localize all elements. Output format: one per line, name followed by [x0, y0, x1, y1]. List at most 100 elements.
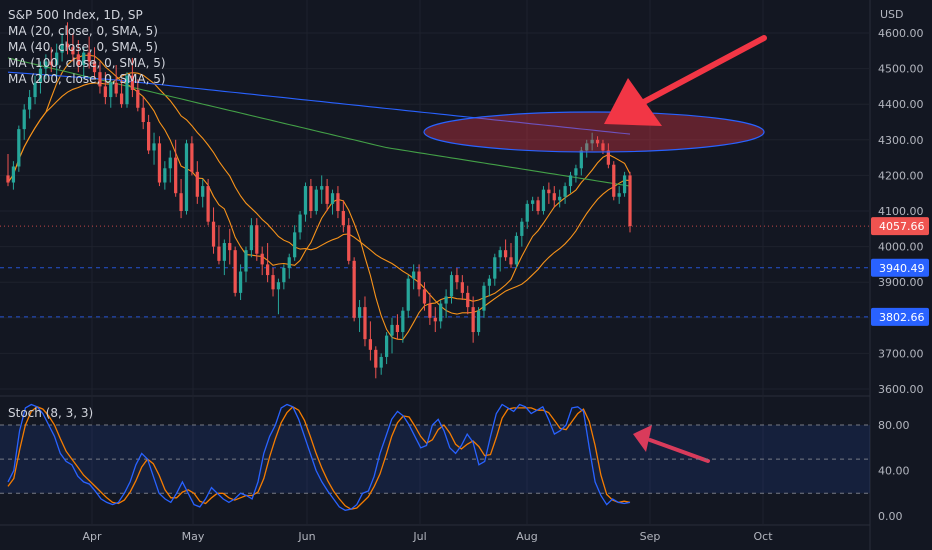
candle-body: [211, 221, 216, 247]
legend-stoch: Stoch (8, 3, 3): [8, 406, 94, 420]
price-tick-label: 4000.00: [878, 241, 924, 254]
candle-body: [265, 264, 270, 276]
candle-body: [179, 193, 183, 211]
candle-body: [206, 186, 210, 222]
annotations: [423, 35, 767, 463]
arrow-head: [604, 78, 662, 126]
candle-body: [563, 186, 567, 197]
candle-body: [617, 193, 621, 197]
candle-body: [33, 82, 37, 98]
candle-body: [612, 164, 616, 197]
candle-body: [379, 356, 383, 368]
candle-body: [347, 225, 351, 261]
candle-body: [114, 82, 118, 94]
candle-body: [628, 175, 632, 227]
candle-body: [222, 243, 226, 261]
candle-body: [92, 61, 97, 73]
candle-body: [255, 225, 259, 254]
candle-body: [390, 324, 394, 336]
candle-body: [55, 52, 59, 66]
candle-body: [417, 271, 421, 290]
candle-body: [525, 203, 529, 222]
time-tick-label: May: [182, 530, 205, 543]
legend-ma100: MA (100, close, 0, SMA, 5): [8, 56, 166, 70]
price-tick-label: 4100.00: [878, 205, 924, 218]
price-tick-label: 4200.00: [878, 169, 924, 182]
candle-body: [552, 193, 556, 201]
candle-body: [336, 193, 340, 211]
candle-body: [109, 82, 113, 98]
candle-body: [320, 186, 324, 190]
legend-ma20: MA (20, close, 0, SMA, 5): [8, 24, 158, 38]
candle-body: [260, 253, 264, 265]
candles: [6, 22, 632, 379]
candle-body: [152, 143, 156, 151]
candle-body: [395, 324, 400, 333]
candle-body: [136, 89, 140, 108]
candle-body: [514, 235, 519, 265]
time-tick-label: Aug: [516, 530, 537, 543]
candle-body: [201, 186, 205, 197]
candle-body: [520, 221, 524, 236]
stoch-tick-label: 40.00: [878, 465, 910, 478]
candle-body: [6, 175, 10, 183]
time-tick-label: Jul: [412, 530, 426, 543]
candle-body: [44, 61, 48, 69]
time-tick-label: Jun: [297, 530, 315, 543]
ma20-line: [7, 54, 631, 341]
candle-body: [601, 143, 605, 151]
candle-body: [444, 296, 448, 304]
candle-body: [384, 335, 389, 357]
candle-body: [87, 52, 91, 62]
candle-body: [244, 250, 248, 272]
candle-body: [401, 310, 405, 333]
candle-body: [357, 307, 362, 318]
stoch-arrow-shaft: [648, 438, 710, 463]
candle-body: [195, 171, 199, 197]
candle-body: [498, 250, 502, 258]
candle-body: [585, 143, 589, 151]
candle-body: [368, 339, 373, 350]
candle-body: [509, 257, 513, 265]
legend-ma200: MA (200, close, 0, SMA, 5): [8, 72, 166, 86]
candle-body: [190, 143, 194, 172]
candle-body: [82, 52, 86, 66]
candle-body: [428, 303, 432, 318]
candle-body: [422, 289, 427, 304]
candle-body: [466, 292, 470, 308]
candle-body: [233, 250, 237, 293]
candle-body: [276, 282, 281, 290]
candle-body: [493, 257, 497, 279]
price-label-box: [871, 217, 929, 236]
candle-body: [595, 139, 600, 144]
candle-body: [314, 189, 318, 211]
candle-body: [606, 150, 610, 165]
candle-body: [38, 68, 43, 83]
candle-body: [455, 275, 459, 283]
candle-body: [325, 186, 329, 204]
candle-body: [163, 168, 167, 183]
candle-body: [17, 129, 21, 167]
candle-body: [352, 260, 356, 318]
candle-body: [287, 257, 291, 268]
price-labels: 4057.66 3940.49 3802.66: [871, 217, 929, 326]
candle-body: [71, 47, 75, 55]
time-tick-label: Apr: [82, 530, 102, 543]
chart-title: S&P 500 Index, 1D, SP: [8, 8, 143, 22]
price-tick-label: 4500.00: [878, 63, 924, 76]
candle-body: [293, 232, 297, 258]
candle-body: [330, 193, 335, 204]
price-label-box: [871, 258, 929, 277]
candle-body: [579, 150, 583, 169]
candle-body: [103, 86, 107, 98]
candle-body: [11, 166, 16, 183]
price-label-text: 4057.66: [879, 220, 925, 233]
candle-body: [157, 143, 162, 183]
candle-body: [76, 54, 80, 66]
candle-body: [60, 43, 64, 53]
candle-body: [433, 317, 437, 322]
candle-body: [130, 75, 135, 90]
grid: [0, 0, 870, 525]
price-tick-label: 3900.00: [878, 276, 924, 289]
